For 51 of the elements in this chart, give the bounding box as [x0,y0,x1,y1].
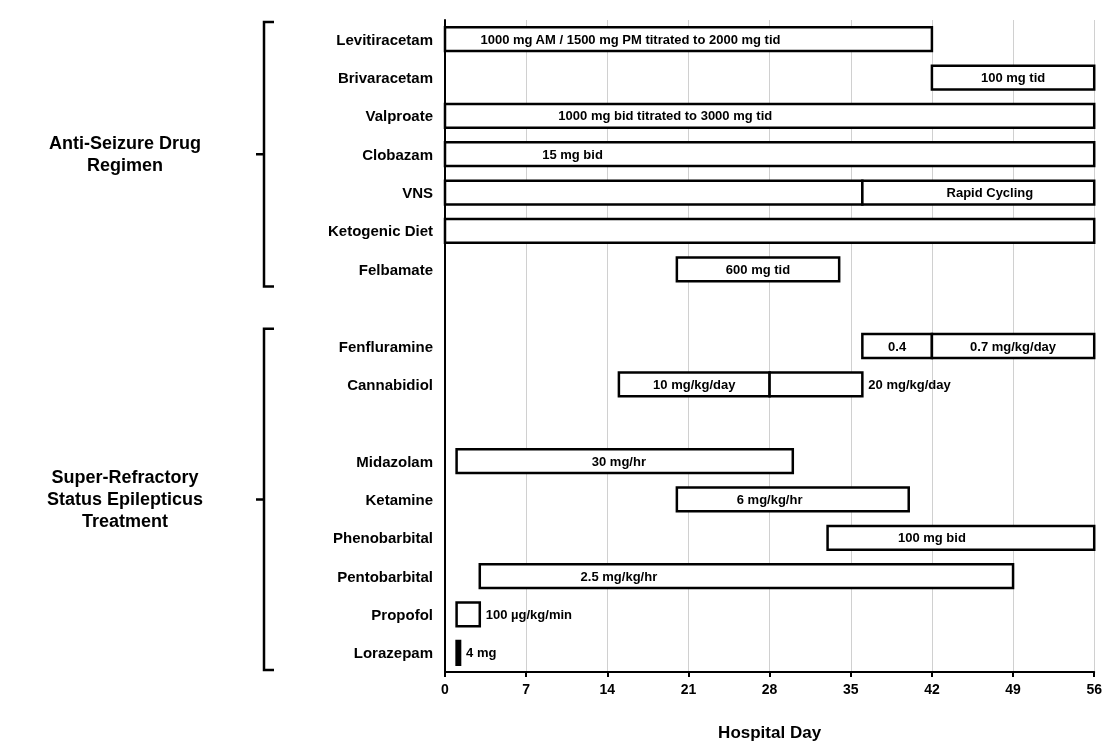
annotation: 6 mg/kg/hr [736,491,803,507]
bar [930,64,1096,91]
bar [675,486,910,513]
y-tick-label: Brivaracetam [337,69,433,87]
text: Anti-Seizure Drug Regimen [48,133,202,176]
annotation: 20 mg/kg/day [868,376,952,392]
x-tick-label: 14 [599,681,616,697]
y-tick-label: Felbamate [358,260,433,278]
annotation: 30 mg/hr [591,453,646,469]
text: Super-Refractory Status Epilepticus Treatment [46,467,204,532]
bar [455,447,795,475]
y-tick-label: Cannabidiol [347,375,433,393]
y-tick-label: Ketogenic Diet [327,222,433,240]
annotation: 1000 mg AM / 1500 mg PM titrated to 2000 mg tid [480,31,781,47]
x-tick-label: 7 [522,681,531,697]
x-axis-title: Hospital Day [718,723,822,742]
annotation: 15 mg bid [542,146,603,162]
annotation: 100 mg bid [897,530,966,546]
x-tick-label: 28 [761,681,778,697]
x-tick-label: 42 [924,681,940,697]
y-tick-label: Ketamine [365,490,433,508]
annotation: 0.7 mg/kg/day [970,338,1057,354]
y-tick-label: Lorazepam [353,644,433,662]
bar [455,639,462,666]
annotation: 2.5 mg/kg/hr [580,568,658,584]
annotation: 1000 mg bid titrated to 3000 mg tid [558,108,773,124]
x-tick-label: 35 [842,681,859,697]
y-tick-label: Phenobarbital [332,529,433,547]
bar [455,601,482,628]
annotation: 0.4 [888,338,907,354]
annotation: 100 mg tid [980,70,1046,86]
bar [478,562,1015,590]
y-tick-label: Midazolam [356,452,433,470]
y-tick-label: VNS [402,184,433,202]
x-tick-label: 49 [1005,681,1022,697]
annotation: 4 mg [466,645,497,661]
y-tick-label: Fenfluramine [338,337,433,355]
bar [826,524,1096,551]
annotation: 10 mg/kg/day [653,376,737,392]
x-tick-label: 21 [680,681,697,697]
x-tick-label: 56 [1086,681,1103,697]
y-tick-label: Valproate [365,107,433,125]
bar [675,256,841,283]
y-tick-label: Pentobarbital [337,567,433,585]
annotation: 100 µg/kg/min [485,606,573,622]
y-tick-label: Clobazam [362,145,433,163]
x-tick-label: 0 [441,681,450,697]
annotation: Rapid Cycling [946,185,1034,201]
annotation: 600 mg tid [725,261,791,277]
y-tick-label: Propofol [371,605,433,623]
y-tick-label: Levitiracetam [336,30,433,48]
